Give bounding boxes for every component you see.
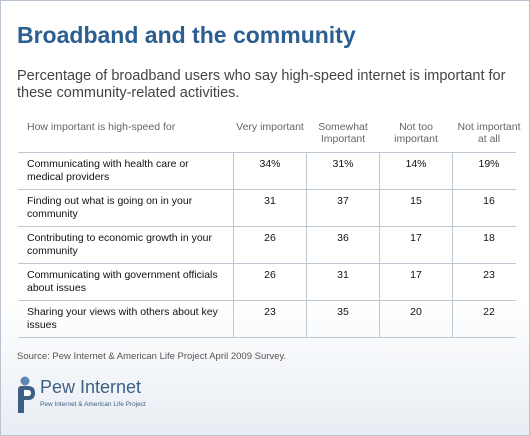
row-label: Communicating with government officials … <box>27 269 218 294</box>
table-cell: 19% <box>478 158 500 170</box>
table-cell: 34% <box>259 158 281 170</box>
table-cell: 16 <box>483 195 495 207</box>
table-cell: 17 <box>410 232 422 244</box>
table-cell: 26 <box>264 232 276 244</box>
row-divider <box>18 337 516 338</box>
table-cell: 31 <box>264 195 276 207</box>
column-divider <box>233 152 234 337</box>
row-divider <box>18 263 516 264</box>
table-cell: 31 <box>337 269 349 281</box>
table-cell: 37 <box>337 195 349 207</box>
row-divider <box>18 152 516 153</box>
table-cell: 23 <box>264 306 276 318</box>
column-header-2: Somewhat Important <box>318 121 368 145</box>
logo-name: Pew Internet <box>40 377 142 397</box>
source-note: Source: Pew Internet & American Life Pro… <box>17 351 287 362</box>
column-divider <box>379 152 380 337</box>
logo-tagline: Pew Internet & American Life Project <box>40 401 146 408</box>
table-cell: 20 <box>410 306 422 318</box>
table-cell: 17 <box>410 269 422 281</box>
table-cell: 31% <box>332 158 354 170</box>
column-divider <box>306 152 307 337</box>
table-cell: 26 <box>264 269 276 281</box>
pew-logo: Pew Internet Pew Internet & American Lif… <box>14 375 214 420</box>
chart-subtitle: Percentage of broadband users who say hi… <box>17 68 506 101</box>
table-cell: 36 <box>337 232 349 244</box>
table-cell: 35 <box>337 306 349 318</box>
column-header-3: Not too important <box>394 121 438 145</box>
table-cell: 15 <box>410 195 422 207</box>
table-cell: 22 <box>483 306 495 318</box>
row-label: Sharing your views with others about key… <box>27 306 218 331</box>
column-header-1: Very important <box>236 121 304 133</box>
pew-logo-icon <box>18 376 35 413</box>
column-divider <box>452 152 453 337</box>
column-header-4: Not important at all <box>457 121 521 145</box>
row-label: Finding out what is going on in your com… <box>27 195 193 220</box>
row-divider <box>18 189 516 190</box>
row-divider <box>18 226 516 227</box>
table-cell: 18 <box>483 232 495 244</box>
row-header: How important is high-speed for <box>27 121 176 133</box>
row-divider <box>18 300 516 301</box>
table-cell: 14% <box>405 158 427 170</box>
row-label: Communicating with health care or medica… <box>27 158 189 183</box>
chart-title: Broadband and the community <box>17 22 356 48</box>
table-cell: 23 <box>483 269 495 281</box>
row-label: Contributing to economic growth in your … <box>27 232 213 257</box>
